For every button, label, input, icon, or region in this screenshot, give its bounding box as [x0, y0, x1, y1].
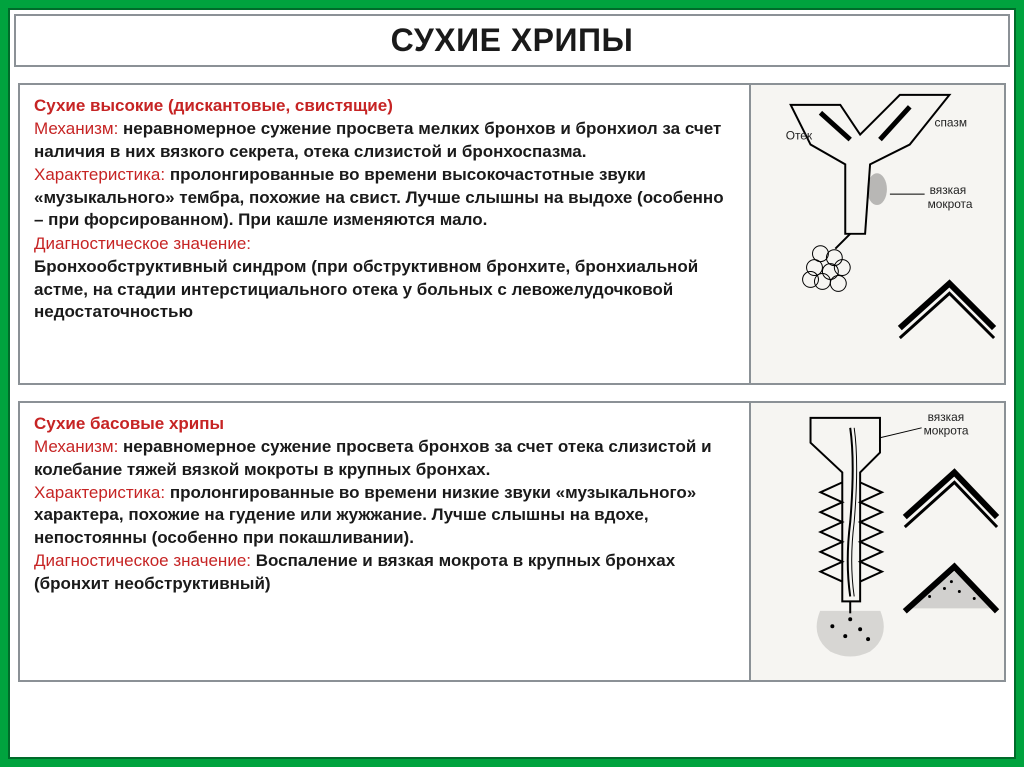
label-mucus1b: мокрота [928, 197, 973, 211]
section1-heading: Сухие высокие (дискантовые, свистящие) [34, 96, 393, 115]
section-bass-wheezes: Сухие басовые хрипы Механизм: неравномер… [18, 401, 1006, 683]
slide-frame: СУХИЕ ХРИПЫ Сухие высокие (дискантовые, … [8, 8, 1016, 759]
label-mucus2a: вязкая [928, 409, 965, 423]
title-bar: СУХИЕ ХРИПЫ [14, 14, 1010, 67]
label-mucus1: вязкая [930, 183, 967, 197]
section1-diag-label: Диагностическое значение: [34, 234, 251, 253]
section2-text: Сухие басовые хрипы Механизм: неравномер… [20, 403, 749, 681]
section2-char-label: Характеристика: [34, 483, 165, 502]
section2-heading: Сухие басовые хрипы [34, 414, 224, 433]
section1-mechanism-label: Механизм: [34, 119, 118, 138]
section1-char-label: Характеристика: [34, 165, 165, 184]
section1-diagram: Отек спазм вязкая мокрота [749, 85, 1004, 383]
section2-diagram: вязкая мокрота [749, 403, 1004, 681]
section1-diag-text: Бронхообструктивный синдром (при обструк… [34, 257, 698, 321]
section1-text: Сухие высокие (дискантовые, свистящие) М… [20, 85, 749, 383]
section2-mechanism-text: неравномерное сужение просвета бронхов з… [34, 437, 712, 478]
label-edema: Отек [786, 129, 813, 143]
section2-diag-label: Диагностическое значение: [34, 551, 251, 570]
label-mucus2b: мокрота [924, 423, 969, 437]
section2-mechanism-label: Механизм: [34, 437, 118, 456]
label-spasm: спазм [935, 116, 968, 130]
section-high-wheezes: Сухие высокие (дискантовые, свистящие) М… [18, 83, 1006, 385]
section1-mechanism-text: неравномерное сужение просвета мелких бр… [34, 119, 721, 160]
page-title: СУХИЕ ХРИПЫ [26, 22, 998, 59]
